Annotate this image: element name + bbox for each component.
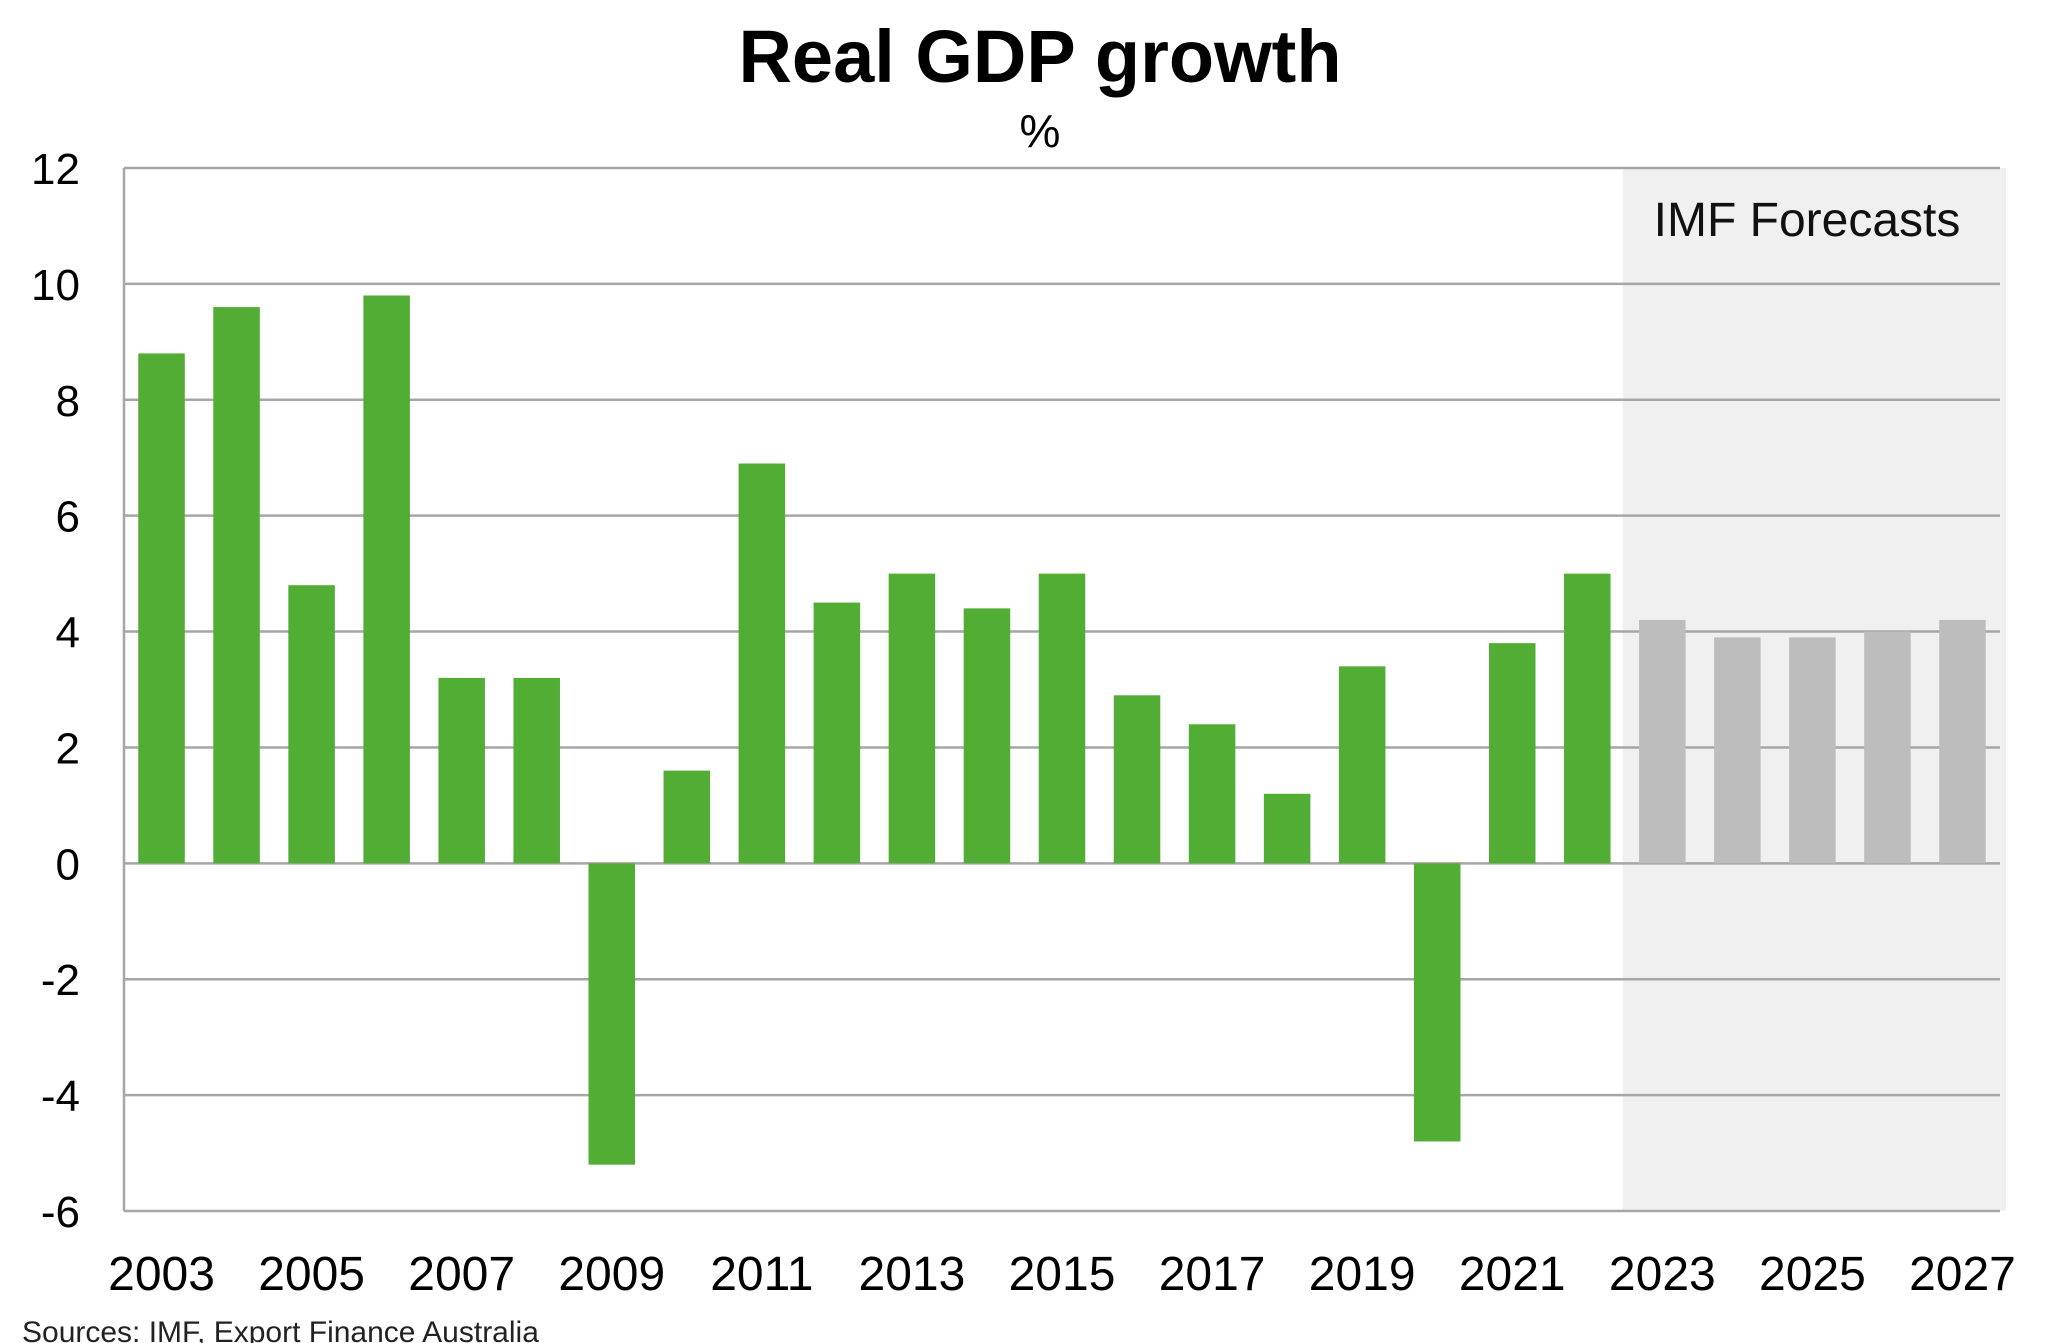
bar	[1188, 724, 1236, 864]
y-tick-label: 10	[31, 261, 80, 310]
bar	[663, 770, 711, 864]
y-tick-label: 0	[56, 840, 80, 889]
bar	[1263, 793, 1311, 864]
y-tick-label: 8	[56, 377, 80, 426]
bar	[1639, 619, 1686, 864]
bar	[513, 677, 560, 864]
bar	[738, 463, 786, 864]
x-tick-label: 2003	[108, 1248, 215, 1301]
bar	[1564, 573, 1611, 864]
bar	[438, 677, 485, 864]
x-tick-label: 2019	[1309, 1248, 1416, 1301]
bar	[1038, 573, 1086, 864]
x-tick-label: 2013	[859, 1248, 966, 1301]
x-tick-label: 2009	[558, 1248, 665, 1301]
x-tick-label: 2015	[1009, 1248, 1116, 1301]
bar	[1338, 666, 1386, 864]
chart-subtitle: %	[1020, 105, 1061, 157]
bar	[963, 608, 1011, 864]
bar	[213, 307, 260, 864]
bar	[288, 585, 335, 864]
gridlines	[122, 166, 2000, 1213]
y-tick-label: -6	[41, 1188, 80, 1237]
y-tick-label: 4	[56, 609, 80, 658]
x-tick-label: 2017	[1159, 1248, 1266, 1301]
bar	[588, 863, 636, 1165]
x-axis-ticks: 2003 2005 2007 2009 2011 2013 2015 2017 2019 2021…	[108, 1248, 2016, 1301]
bar	[1113, 695, 1161, 864]
bar	[888, 573, 936, 864]
bar	[1939, 619, 1986, 864]
x-tick-label: 2011	[710, 1248, 813, 1301]
forecast-annotation: IMF Forecasts	[1654, 194, 1961, 247]
chart-title: Real GDP growth	[738, 15, 1341, 98]
y-tick-label: 12	[31, 145, 80, 194]
x-tick-label: 2027	[1909, 1248, 2016, 1301]
bar	[813, 602, 861, 864]
y-axis-ticks: -6 -4 -2 0 2 4 6 8 10 12	[31, 145, 80, 1237]
x-tick-label: 2007	[408, 1248, 515, 1301]
y-tick-label: -2	[41, 956, 80, 1005]
bars	[138, 295, 1986, 1165]
bar	[138, 353, 185, 864]
bar	[1789, 637, 1836, 864]
y-tick-label: 6	[56, 493, 80, 542]
bar	[1714, 637, 1761, 864]
x-tick-label: 2023	[1609, 1248, 1716, 1301]
x-tick-label: 2021	[1459, 1248, 1566, 1301]
y-tick-label: 2	[56, 724, 80, 773]
y-tick-label: -4	[41, 1072, 80, 1121]
source-note: Sources: IMF, Export Finance Australia	[22, 1316, 539, 1343]
bar	[363, 295, 410, 864]
bar	[1488, 643, 1536, 864]
x-tick-label: 2005	[258, 1248, 365, 1301]
x-tick-label: 2025	[1759, 1248, 1866, 1301]
bar	[1864, 631, 1911, 864]
bar	[1413, 863, 1461, 1142]
